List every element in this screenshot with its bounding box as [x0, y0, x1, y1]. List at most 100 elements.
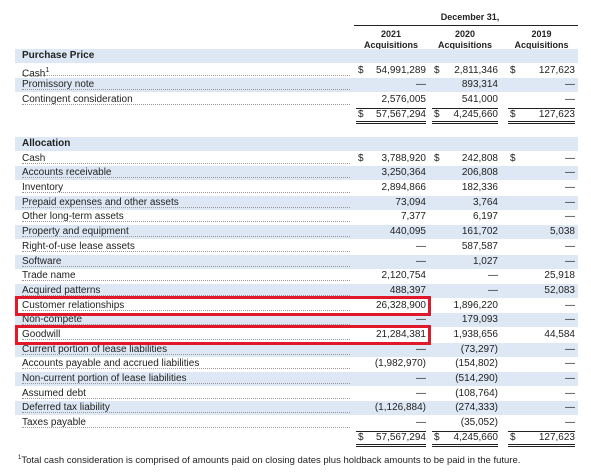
row-label: Customer relationships: [22, 299, 124, 313]
cell-value: —: [565, 255, 575, 267]
label-text: Promissory note: [22, 79, 95, 91]
footnote-mark: 1: [45, 66, 50, 74]
total-rule: [508, 107, 575, 109]
total-rule: [508, 430, 575, 432]
cell-value: 7,377: [400, 211, 426, 223]
column-year: 2020: [454, 29, 476, 39]
label-text: Other long-term assets: [22, 211, 124, 223]
total-double-rule: [356, 120, 426, 124]
label-text: Software: [22, 255, 62, 267]
cell-value: —: [416, 372, 426, 384]
cell-value: 73,094: [395, 196, 426, 208]
dot-leader: [22, 338, 350, 340]
label-text: Goodwill: [22, 328, 61, 340]
dot-leader: [22, 192, 350, 194]
dot-leader: [22, 206, 350, 208]
row-label: Contingent consideration: [22, 93, 133, 107]
row-shade: [15, 225, 578, 240]
total-double-rule: [356, 443, 426, 447]
cell-value: 182,336: [461, 182, 498, 194]
currency-symbol: $: [510, 152, 516, 164]
column-label: Acquisitions: [514, 40, 569, 50]
total-double-rule: [432, 443, 498, 447]
dot-leader: [22, 74, 350, 76]
row-label: Accounts receivable: [22, 166, 112, 180]
label-text: Right-of-use lease assets: [22, 240, 135, 252]
cell-value: 127,623: [538, 431, 575, 443]
row-label: Acquired patterns: [22, 284, 100, 298]
dot-leader: [22, 368, 350, 370]
cell-value: (1,982,970): [374, 358, 426, 370]
label-text: Cash: [22, 68, 46, 79]
currency-symbol: $: [358, 64, 364, 76]
cell-value: (35,052): [460, 417, 498, 428]
cell-value: (154,802): [455, 358, 498, 370]
cell-value: —: [488, 270, 498, 282]
currency-symbol: $: [510, 108, 516, 120]
row-label: Right-of-use lease assets: [22, 240, 135, 254]
dot-leader: [22, 382, 350, 384]
cell-value: 893,314: [461, 79, 498, 91]
row-shade: [15, 342, 578, 357]
row-shade: [15, 283, 578, 298]
row-label: Current portion of lease liabilities: [22, 343, 167, 357]
cell-value: (1,126,884): [374, 402, 426, 414]
cell-value: 179,093: [461, 314, 498, 326]
row-shade: [15, 254, 578, 269]
row-shade: [15, 49, 578, 63]
dot-leader: [22, 89, 350, 91]
cell-value: —: [565, 211, 575, 223]
label-text: Non-current portion of lease liabilities: [22, 372, 187, 384]
total-rule: [356, 107, 426, 109]
cell-value: 54,991,289: [375, 64, 426, 76]
cell-value: 242,808: [461, 152, 498, 164]
cell-value: 2,576,005: [381, 94, 427, 106]
cell-value: —: [416, 343, 426, 355]
footnote: 1Total cash consideration is comprised o…: [18, 451, 520, 468]
cell-value: 587,587: [461, 240, 498, 252]
dot-leader: [22, 294, 350, 296]
cell-value: (514,290): [455, 372, 498, 384]
label-text: Accounts receivable: [22, 167, 112, 179]
cell-value: 2,120,754: [381, 270, 427, 282]
cell-value: 206,808: [461, 167, 498, 179]
row-label: Other long-term assets: [22, 210, 124, 224]
dot-leader: [22, 280, 350, 282]
label-text: Property and equipment: [22, 226, 129, 238]
row-shade: [15, 371, 578, 386]
cell-value: —: [416, 314, 426, 326]
dot-leader: [22, 236, 350, 238]
label-text: Taxes payable: [22, 417, 86, 428]
cell-value: —: [565, 196, 575, 208]
cell-value: 2,811,346: [454, 64, 498, 76]
cell-value: 440,095: [389, 226, 426, 238]
row-label: Trade name: [22, 269, 76, 283]
row-shade: [15, 78, 578, 93]
label-text: Deferred tax liability: [22, 402, 110, 414]
cell-value: 541,000: [461, 94, 498, 106]
column-year: 2019: [531, 29, 552, 39]
dot-leader: [22, 104, 350, 106]
row-label: Promissory note: [22, 78, 94, 92]
cell-value: (274,333): [455, 402, 498, 414]
cell-value: —: [565, 79, 575, 91]
dot-leader: [22, 265, 350, 267]
label-text: Trade name: [22, 270, 76, 282]
cell-value: 161,702: [461, 226, 498, 238]
cell-value: —: [416, 387, 426, 399]
cell-value: 25,918: [544, 270, 575, 282]
cell-value: —: [416, 240, 426, 252]
cell-value: —: [565, 358, 575, 370]
cell-value: 3,250,364: [381, 167, 427, 179]
cell-value: —: [565, 387, 575, 399]
row-label: Cash1: [22, 64, 49, 81]
dot-leader: [22, 177, 350, 179]
cell-value: 4,245,660: [453, 108, 499, 120]
cell-value: —: [416, 417, 426, 428]
row-label: Inventory: [22, 181, 63, 195]
header-rule: [354, 25, 578, 26]
cell-value: 5,038: [549, 226, 575, 238]
label-text: Assumed debt: [22, 387, 86, 399]
dot-leader: [22, 324, 350, 326]
cell-value: 3,788,920: [381, 152, 427, 164]
